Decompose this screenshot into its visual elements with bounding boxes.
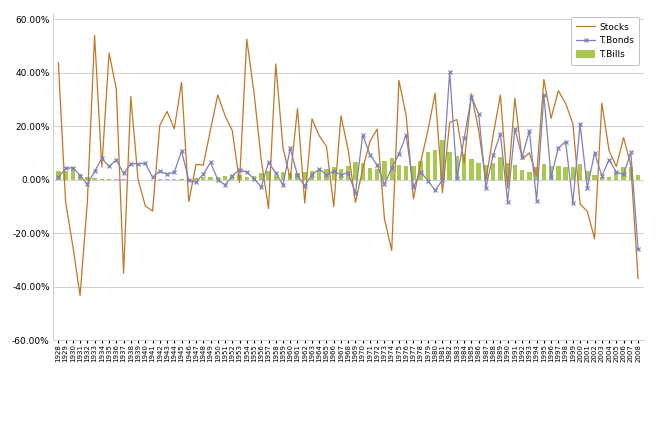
Bar: [64, 171, 68, 180]
Bar: [484, 165, 488, 180]
Bar: [527, 172, 532, 180]
Bar: [498, 157, 503, 180]
Bar: [114, 179, 118, 180]
Bar: [600, 177, 604, 180]
Bar: [607, 177, 611, 180]
Stocks: [388, 248, 396, 253]
T.Bonds: [634, 246, 642, 252]
Bar: [353, 162, 357, 180]
Bar: [419, 161, 423, 180]
Bar: [325, 169, 328, 180]
T.Bonds: [583, 185, 591, 190]
T.Bonds: [562, 139, 570, 144]
Bar: [426, 152, 430, 180]
Bar: [447, 152, 452, 180]
Stocks: [91, 33, 99, 38]
Bar: [512, 165, 517, 180]
Bar: [303, 172, 307, 180]
Bar: [295, 173, 300, 180]
Line: Stocks: Stocks: [58, 35, 638, 295]
Stocks: [76, 293, 84, 298]
T.Bonds: [489, 153, 497, 158]
Bar: [266, 171, 271, 180]
Bar: [215, 176, 220, 180]
Bar: [107, 179, 111, 180]
T.Bonds: [445, 69, 453, 74]
Bar: [57, 171, 60, 180]
Bar: [593, 176, 597, 180]
Bar: [462, 154, 466, 180]
Bar: [491, 163, 495, 180]
T.Bonds: [55, 175, 62, 180]
Bar: [571, 167, 575, 180]
Bar: [244, 177, 249, 180]
Bar: [281, 172, 285, 180]
Bar: [194, 178, 198, 180]
T.Bonds: [533, 198, 541, 203]
Bar: [310, 171, 314, 180]
Bar: [288, 173, 292, 180]
Stocks: [431, 91, 439, 96]
T.Bonds: [373, 162, 381, 167]
Bar: [172, 178, 177, 180]
Bar: [411, 166, 416, 180]
Bar: [158, 179, 162, 180]
Bar: [556, 166, 560, 180]
Bar: [629, 167, 633, 180]
Bar: [534, 167, 539, 180]
Bar: [433, 150, 438, 180]
Stocks: [55, 60, 62, 65]
Stocks: [591, 236, 599, 241]
Bar: [505, 164, 510, 180]
Legend: Stocks, T.Bonds, T.Bills: Stocks, T.Bonds, T.Bills: [571, 17, 639, 65]
Stocks: [569, 121, 577, 126]
Bar: [237, 175, 242, 180]
Bar: [390, 159, 394, 180]
Bar: [122, 179, 125, 180]
Bar: [201, 177, 206, 180]
Bar: [339, 169, 343, 180]
Bar: [93, 178, 97, 180]
Bar: [346, 166, 350, 180]
Bar: [230, 175, 235, 180]
Bar: [614, 172, 618, 180]
Bar: [622, 167, 625, 180]
Stocks: [634, 276, 642, 281]
Bar: [578, 164, 582, 180]
Bar: [404, 166, 409, 180]
Bar: [541, 164, 546, 180]
Bar: [469, 159, 474, 180]
Bar: [223, 176, 227, 180]
Bar: [208, 176, 213, 180]
Bar: [549, 166, 553, 180]
Bar: [382, 162, 386, 180]
Bar: [187, 178, 191, 180]
Bar: [397, 165, 401, 180]
Bar: [259, 173, 263, 180]
Bar: [636, 176, 640, 180]
Bar: [85, 177, 89, 180]
Line: T.Bonds: T.Bonds: [56, 70, 641, 252]
Stocks: [540, 77, 548, 82]
Bar: [476, 163, 481, 180]
Bar: [252, 176, 256, 180]
Bar: [100, 179, 104, 180]
Bar: [368, 168, 372, 180]
Bar: [455, 156, 459, 180]
Bar: [332, 167, 336, 180]
Bar: [585, 171, 589, 180]
T.Bonds: [417, 170, 424, 175]
Bar: [317, 170, 321, 180]
Bar: [273, 176, 278, 180]
Bar: [375, 169, 379, 180]
Bar: [564, 167, 568, 180]
Bar: [361, 163, 365, 180]
Bar: [71, 167, 75, 180]
Bar: [520, 170, 524, 180]
Bar: [179, 178, 184, 180]
Bar: [165, 179, 170, 180]
Bar: [78, 173, 82, 180]
Bar: [440, 140, 445, 180]
Stocks: [497, 93, 505, 98]
